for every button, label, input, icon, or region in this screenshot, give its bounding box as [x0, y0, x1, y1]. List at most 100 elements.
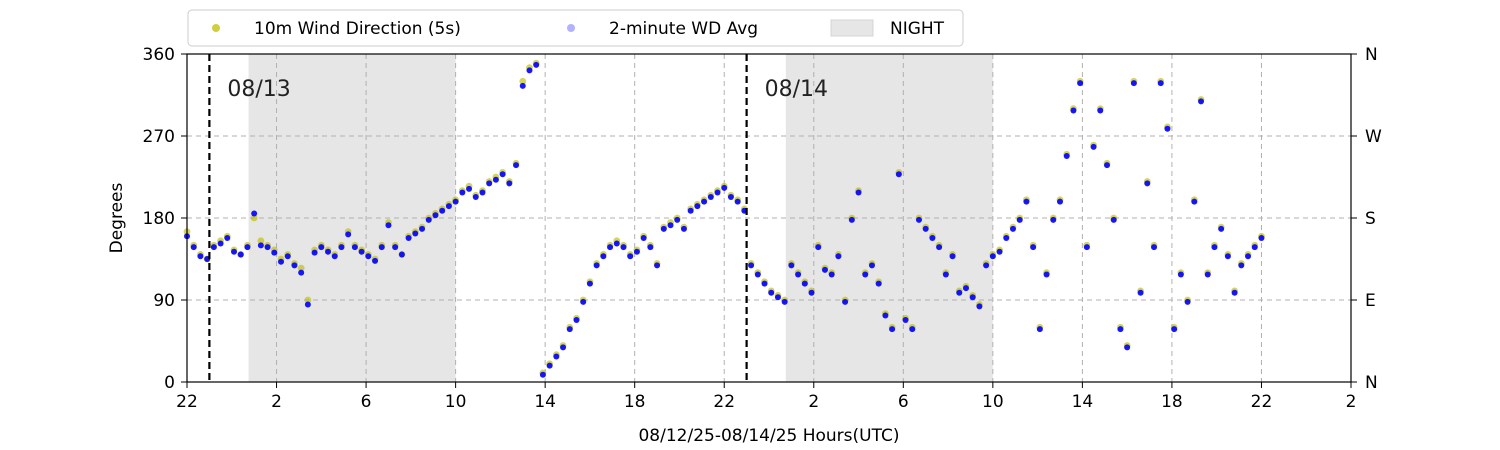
wd-avg-point [862, 271, 869, 278]
wd-avg-point [291, 262, 298, 269]
y2-tick-label: E [1365, 291, 1376, 311]
wd-avg-point [1171, 326, 1178, 333]
x-tick-label: 6 [361, 392, 372, 412]
day-markers: 08/13 08/14 [208, 54, 828, 382]
wd-avg-point [466, 185, 473, 192]
wd-avg-point [895, 171, 902, 178]
wd-avg-point [835, 253, 842, 260]
wd-avg-point [419, 225, 426, 232]
wd-avg-point [398, 251, 405, 258]
wd-avg-point [257, 242, 264, 249]
legend-marker [567, 24, 575, 32]
wd-avg-point [1251, 244, 1258, 251]
wd-avg-point [815, 244, 822, 251]
wd-avg-point [875, 280, 882, 287]
wd-avg-point [560, 344, 567, 351]
wd-avg-point [1211, 244, 1218, 251]
wd-avg-point [976, 303, 983, 310]
y-tick-label: 360 [143, 45, 175, 65]
x-tick-label: 2 [808, 392, 819, 412]
wd-avg-point [600, 253, 607, 260]
y-axis-label: Degrees [107, 182, 127, 253]
wd-avg-point [392, 244, 399, 251]
wd-avg-point [774, 294, 781, 301]
wd-avg-point [412, 230, 419, 237]
legend-label: NIGHT [890, 19, 945, 39]
wd-avg-point [298, 269, 305, 276]
wd-avg-point [640, 235, 647, 242]
wd-avg-point [385, 222, 392, 229]
wd-avg-point [956, 289, 963, 296]
wd-avg-point [680, 225, 687, 232]
x-tick-label: 6 [898, 392, 909, 412]
wd-avg-point [459, 189, 466, 196]
wd-avg-point [358, 248, 365, 255]
wd-avg-point [566, 326, 573, 333]
wd-avg-point [687, 207, 694, 214]
wd-avg-point [788, 262, 795, 269]
wd-avg-point [1003, 235, 1010, 242]
x-tick-label: 14 [1072, 392, 1094, 412]
wd-avg-point [533, 61, 540, 68]
wd-avg-point [1184, 298, 1191, 305]
wd-avg-point [405, 235, 412, 242]
wd-avg-point [842, 298, 849, 305]
wd-avg-point [714, 189, 721, 196]
wd-avg-point [633, 248, 640, 255]
wd-avg-point [889, 326, 896, 333]
wd-avg-point [607, 244, 614, 251]
wd-avg-point [1238, 262, 1245, 269]
wd-avg-point [768, 289, 775, 296]
wd-avg-point [486, 180, 493, 187]
wd-avg-point [694, 203, 701, 210]
wd-avg-point [761, 280, 768, 287]
wd-avg-point [278, 258, 285, 265]
wd-avg-point [445, 203, 452, 210]
y-tick-label: 90 [153, 291, 175, 311]
x-tick-label: 18 [624, 392, 646, 412]
wd-avg-point [1016, 216, 1023, 223]
wd-avg-point [1224, 253, 1231, 260]
wd-avg-point [190, 244, 197, 251]
wd-avg-point [848, 216, 855, 223]
legend: 10m Wind Direction (5s) 2-minute WD Avg NI… [187, 9, 964, 47]
wind-direction-point [304, 296, 312, 304]
wd-avg-point [432, 212, 439, 219]
wd-avg-point [795, 271, 802, 278]
wd-avg-point [1231, 289, 1238, 296]
y2-tick-label: S [1365, 209, 1376, 229]
wd-avg-point [701, 198, 708, 205]
wd-avg-point [526, 67, 533, 74]
wd-avg-point [264, 244, 271, 251]
wd-avg-point [969, 294, 976, 301]
wd-avg-point [284, 253, 291, 260]
wd-avg-point [311, 249, 318, 256]
wd-avg-point [1137, 289, 1144, 296]
wd-avg-point [707, 194, 714, 201]
wd-avg-point [479, 189, 486, 196]
wd-avg-point [1157, 80, 1164, 87]
wd-avg-point [1117, 326, 1124, 333]
wd-avg-point [244, 244, 251, 251]
wd-avg-point [439, 207, 446, 214]
wd-avg-point [1151, 244, 1158, 251]
wd-avg-point [519, 82, 526, 89]
wd-avg-point [318, 244, 325, 251]
wd-avg-point [855, 189, 862, 196]
wd-avg-point [1124, 344, 1131, 351]
wd-avg-point [727, 194, 734, 201]
wd-avg-point [271, 249, 278, 256]
wd-avg-point [539, 371, 546, 378]
wd-avg-point [1023, 198, 1030, 205]
wd-avg-point [1104, 162, 1111, 169]
wd-avg-point [922, 225, 929, 232]
wd-avg-point [915, 216, 922, 223]
wd-avg-point [580, 298, 587, 305]
wd-avg-point [942, 271, 949, 278]
grid [187, 54, 1351, 382]
wd-avg-point [1097, 107, 1104, 114]
wd-avg-point [224, 235, 231, 242]
wind-direction-point [257, 237, 265, 245]
wd-avg-point [801, 280, 808, 287]
wd-avg-point [620, 244, 627, 251]
